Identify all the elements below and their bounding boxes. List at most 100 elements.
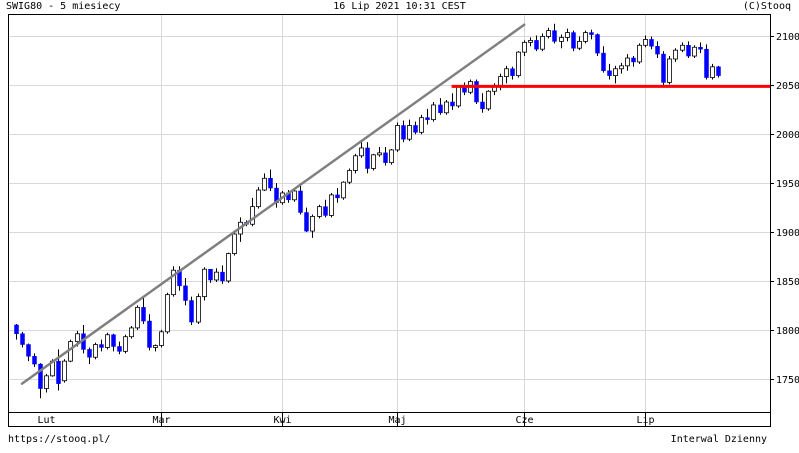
y-tick-label: 19500: [776, 179, 799, 190]
candle-up: [419, 117, 424, 133]
candle-down: [304, 212, 309, 232]
candle-up: [371, 154, 376, 169]
candle-up: [667, 58, 672, 83]
interval-label: Interwal Dzienny: [670, 434, 767, 445]
candle-up: [341, 181, 346, 199]
candle-down: [510, 68, 515, 76]
x-tick-label: Lut: [37, 415, 55, 426]
candle-down: [183, 285, 188, 301]
candle-down: [655, 46, 660, 55]
y-tick-label: 18500: [776, 277, 799, 288]
trend-line: [20, 23, 526, 385]
candle-up: [256, 189, 261, 208]
x-tick-label: Maj: [388, 415, 406, 426]
candle-up: [498, 76, 503, 86]
source-url[interactable]: https://stooq.pl/: [8, 434, 111, 445]
candle-up: [613, 68, 618, 77]
candle-up: [44, 375, 49, 389]
candle-up: [643, 39, 648, 46]
candle-down: [649, 39, 654, 47]
candle-up: [407, 125, 412, 140]
candle-up: [292, 190, 297, 201]
candle-down: [141, 307, 146, 322]
x-axis: Lut Mar Kwi Maj Cze Lip: [37, 412, 655, 426]
y-tick-label: 20500: [776, 81, 799, 92]
candle-up: [431, 104, 436, 121]
candle-down: [534, 40, 539, 50]
candle-up: [159, 331, 164, 346]
candle-down: [704, 48, 709, 78]
chart-timestamp: 16 Lip 2021 10:31 CEST: [333, 1, 466, 12]
candle-down: [87, 349, 92, 358]
candle-down: [111, 334, 116, 347]
y-tick-label: 18000: [776, 326, 799, 337]
candle-down: [631, 57, 636, 63]
candle-up: [214, 271, 219, 281]
candle-down: [698, 46, 703, 50]
candle-down: [99, 344, 104, 348]
candle-down: [38, 363, 43, 389]
y-tick-label: 21000: [776, 32, 799, 43]
candle-up: [226, 253, 231, 282]
candle-up: [516, 51, 521, 77]
candle-down: [365, 147, 370, 169]
x-tick-label: Lip: [636, 415, 654, 426]
plot-background: [8, 14, 770, 412]
candle-down: [661, 53, 666, 83]
candle-up: [486, 90, 491, 110]
y-tick-label: 17500: [776, 375, 799, 386]
candle-down: [595, 34, 600, 54]
candle-up: [165, 294, 170, 333]
candle-up: [135, 306, 140, 329]
candle-down: [189, 300, 194, 323]
candle-up: [637, 44, 642, 63]
candle-down: [268, 178, 273, 189]
candle-up: [317, 206, 322, 217]
candle-down: [147, 320, 152, 348]
candle-up: [504, 68, 509, 77]
candle-up: [202, 268, 207, 298]
candle-up: [123, 336, 128, 352]
candle-up: [232, 233, 237, 254]
candle-down: [552, 30, 557, 42]
candle-down: [14, 324, 19, 335]
candle-down: [32, 356, 37, 365]
candle-up: [577, 40, 582, 49]
candle-up: [153, 345, 158, 348]
candle-down: [450, 101, 455, 107]
candle-up: [377, 152, 382, 156]
candle-down: [56, 360, 61, 384]
candle-down: [480, 101, 485, 110]
candle-up: [310, 216, 315, 232]
candle-up: [680, 44, 685, 51]
x-tick-label: Kwi: [273, 415, 291, 426]
candle-up: [546, 30, 551, 37]
candle-up: [171, 269, 176, 296]
x-axis-band: [8, 412, 771, 427]
candle-up: [250, 206, 255, 225]
candle-down: [601, 52, 606, 71]
candle-up: [673, 49, 678, 60]
candle-up: [619, 65, 624, 70]
candle-down: [220, 271, 225, 282]
candle-down: [571, 32, 576, 49]
candle-up: [540, 36, 545, 50]
overlays: [20, 23, 770, 385]
candle-up: [565, 32, 570, 38]
candle-up: [522, 41, 527, 53]
candle-down: [474, 81, 479, 103]
candle-up: [395, 125, 400, 151]
candle-down: [335, 194, 340, 199]
candle-up: [262, 177, 267, 191]
candle-down: [323, 206, 328, 216]
candle-down: [401, 125, 406, 140]
chart-title: SWIG80 - 5 miesiecy: [6, 1, 121, 12]
candle-up: [62, 360, 67, 382]
candle-up: [196, 296, 201, 323]
candle-down: [383, 152, 388, 163]
candle-down: [716, 66, 721, 76]
candle-up: [444, 101, 449, 114]
candle-down: [413, 125, 418, 133]
candles: [14, 23, 721, 399]
